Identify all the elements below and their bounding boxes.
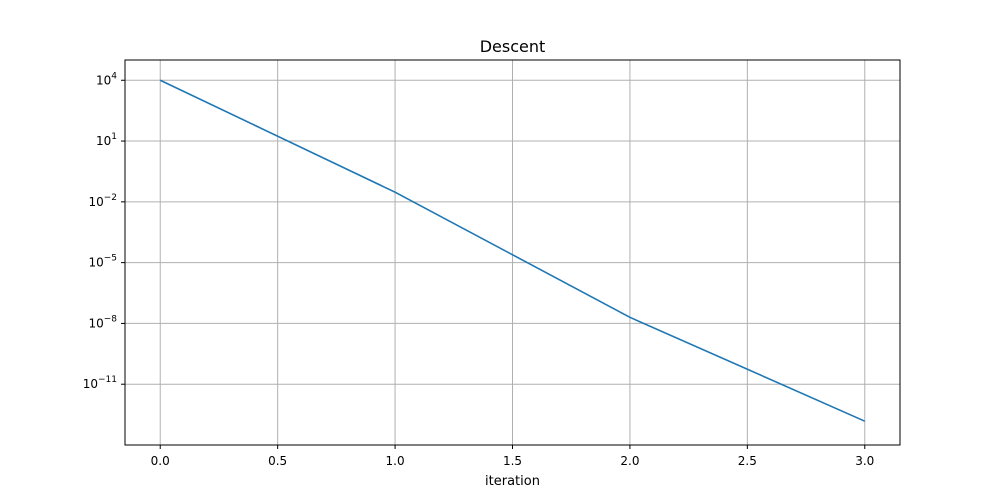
y-tick-label: 101 <box>96 132 117 148</box>
x-tick-label: 1.0 <box>386 454 405 468</box>
y-tick-label: 104 <box>96 71 117 87</box>
grid <box>125 60 900 445</box>
series-line <box>159 79 866 422</box>
x-axis: 0.0 0.5 1.0 1.5 2.0 2.5 3.0 <box>151 445 874 468</box>
y-axis: 104 101 10−2 10−5 10−8 10−11 <box>83 71 125 391</box>
y-tick-label: 10−11 <box>83 375 117 391</box>
chart-title: Descent <box>480 37 546 56</box>
y-tick-label: 10−5 <box>88 254 117 270</box>
x-tick-label: 0.5 <box>268 454 287 468</box>
series-layer <box>159 79 866 422</box>
y-tick-label: 10−8 <box>88 314 117 330</box>
x-tick-label: 3.0 <box>855 454 874 468</box>
x-axis-label: iteration <box>485 474 540 489</box>
x-tick-label: 2.5 <box>738 454 757 468</box>
x-tick-label: 1.5 <box>503 454 522 468</box>
y-tick-label: 10−2 <box>88 193 117 209</box>
x-tick-label: 0.0 <box>151 454 170 468</box>
x-tick-label: 2.0 <box>620 454 639 468</box>
